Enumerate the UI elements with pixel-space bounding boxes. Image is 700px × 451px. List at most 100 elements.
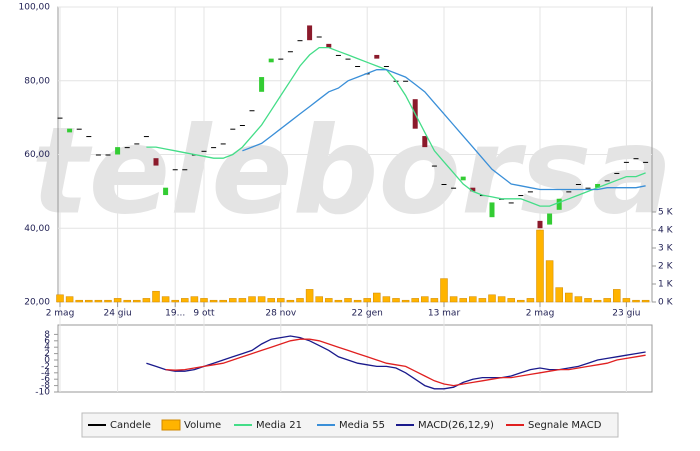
candle [489,202,495,218]
candle [115,147,121,155]
y-tick-label: 60,00 [24,150,50,160]
candle [470,187,476,192]
volume-bar [478,298,487,303]
volume-bar [104,299,112,303]
x-tick-label: 28 nov [265,309,297,319]
candle [201,150,207,152]
candle [595,184,601,188]
y-tick-label: 40,00 [24,224,50,234]
volume-bar [545,260,554,303]
volume-bar [555,287,563,303]
candle [172,169,178,171]
y-tick-label: 20,00 [24,298,50,308]
line-series [242,69,646,191]
candle [422,136,428,148]
line-series [146,335,646,390]
volume-bar [142,298,151,303]
candle [76,128,82,130]
volume-bar [449,296,458,303]
candle [182,169,188,171]
volume-bar [113,298,122,303]
candle [527,191,533,193]
volume-bar [257,296,266,303]
legend-label: Media 21 [256,420,302,431]
candle [556,198,562,210]
volume-bar [171,299,179,303]
candle [383,66,389,67]
line-series [146,46,646,207]
y2-tick-label: 0 K [658,298,674,308]
volume-bar [459,298,467,303]
volume-bar [641,299,650,303]
candle [297,40,303,42]
x-tick-label: 2 mag [46,309,75,319]
volume-bar [219,299,227,303]
volume-bar [315,296,323,303]
y2-tick-label: 2 K [658,262,674,272]
volume-bar [229,298,237,303]
watermark: teleborsa [31,103,672,242]
volume-bar [65,296,74,303]
candle [335,54,341,56]
volume-bar [497,296,506,303]
candle [441,184,447,185]
volume-bar [507,298,515,303]
volume-bar [622,298,631,303]
volume-bar [286,299,295,303]
candle [451,187,457,189]
candle [374,54,380,59]
volume-bar [488,294,496,303]
volume-bar [574,296,583,303]
candle [623,161,629,163]
x-tick-label: 23 giu [612,309,640,319]
y-tick-label: 2 [44,349,50,359]
x-tick-label: 9 ott [193,309,215,319]
candle [259,77,265,92]
y-tick-label: -8 [41,381,50,391]
macd-frame [57,324,653,393]
legend-label: Candele [110,420,151,431]
volume-bar [363,298,371,303]
volume-bar [267,298,275,303]
candle [460,176,466,181]
candle [239,125,245,126]
volume-bar [152,290,160,303]
candle [604,180,610,182]
legend-label: Volume [184,420,221,431]
volume-bar [277,298,285,303]
candle [249,110,255,112]
candle [316,36,322,38]
y2-tick-label: 3 K [658,244,674,254]
y-tick-label: 0 [44,356,50,366]
volume-bar [613,289,621,303]
volume-bar [353,299,362,303]
candle [307,25,313,41]
candle [614,172,620,174]
candle [518,195,524,197]
volume-bar [305,289,314,303]
candle [278,58,284,60]
y-tick-label: 80,00 [24,76,50,86]
volume-bar [593,299,602,303]
volume-bar [382,296,391,303]
volume-bar [469,296,477,303]
legend-label: MACD(26,12,9) [418,420,494,431]
candle [547,213,553,225]
volume-bar [200,298,208,303]
volume-bar [248,296,256,303]
volume-bar [526,298,535,303]
candle [537,220,543,229]
volume-bar [325,298,333,303]
volume-bar [565,292,573,303]
candle [220,143,226,145]
candle [143,136,149,138]
y-tick-label: 4 [44,343,50,353]
volume-bar [133,299,141,303]
candle [345,58,351,60]
x-tick-label: 13 mar [428,309,461,319]
volume-bar [411,298,419,303]
volume-bar [392,298,400,303]
legend-label: Segnale MACD [528,420,602,431]
volume-bar [56,294,64,303]
